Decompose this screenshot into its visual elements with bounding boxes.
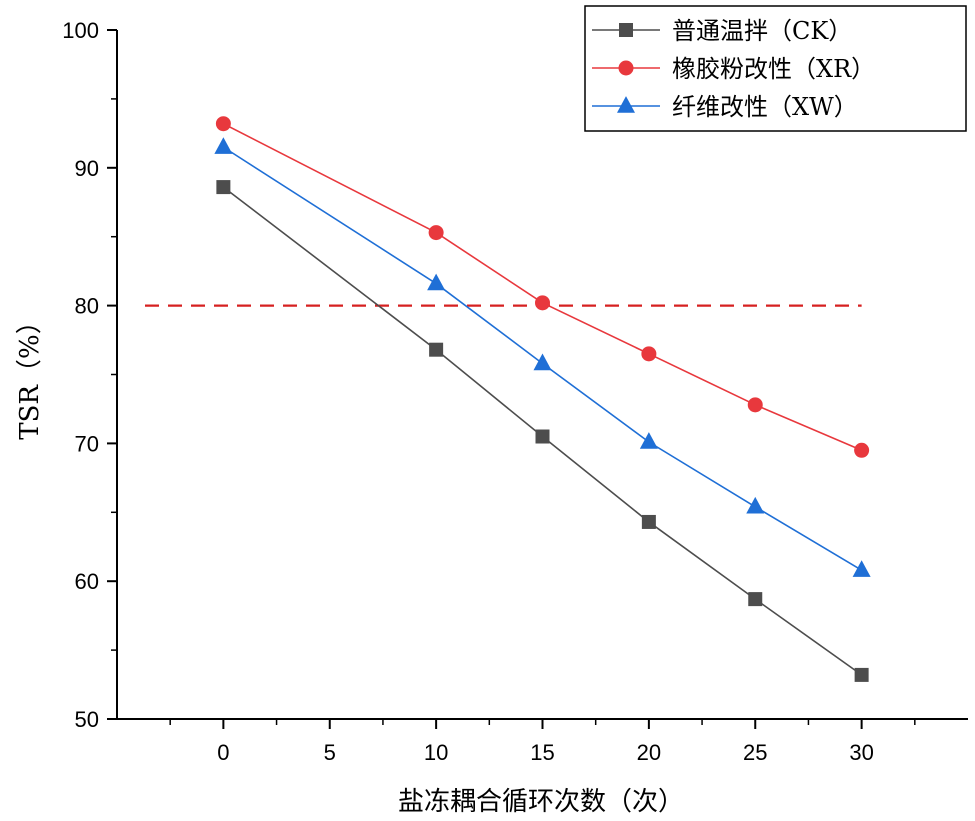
data-point (428, 225, 444, 241)
y-axis-title: TSR（%） (15, 308, 45, 439)
legend-marker (619, 23, 633, 37)
x-tick-label: 5 (324, 740, 336, 765)
legend-label: 纤维改性（XW） (672, 93, 858, 121)
x-tick-label: 10 (424, 740, 448, 765)
series-layer (214, 116, 871, 682)
data-point (216, 180, 231, 195)
data-point (748, 592, 763, 607)
data-point (535, 295, 550, 311)
data-point (639, 432, 658, 449)
y-tick-label: 50 (75, 707, 99, 732)
x-tick-label: 30 (849, 740, 873, 765)
legend-label: 橡胶粉改性（XR） (672, 55, 875, 83)
x-tick-label: 15 (530, 740, 554, 765)
legend: 普通温拌（CK） 橡胶粉改性（XR） 纤维改性（XW） (584, 5, 967, 132)
y-tick-label: 60 (75, 569, 99, 594)
x-axis-ticks: 0 5 10 15 20 25 30 (169, 719, 916, 765)
legend-item: 纤维改性（XW） (592, 93, 858, 121)
data-point (641, 346, 657, 362)
legend-marker (618, 60, 634, 76)
data-point (214, 137, 233, 154)
y-axis-ticks: 50 60 70 80 90 100 (62, 18, 117, 732)
data-point (533, 353, 552, 371)
legend-marker (617, 96, 635, 113)
data-point (215, 116, 231, 132)
series-line (222, 146, 863, 571)
data-point (429, 342, 444, 357)
series-2 (215, 116, 870, 458)
x-axis-title: 盐冻耦合循环次数（次） (398, 787, 684, 817)
series-3 (214, 137, 871, 577)
data-point (641, 514, 656, 529)
data-point (535, 429, 550, 444)
y-tick-label: 80 (75, 294, 99, 319)
data-point (427, 273, 446, 291)
series-1 (216, 180, 869, 682)
legend-item: 橡胶粉改性（XR） (592, 55, 875, 83)
legend-item: 普通温拌（CK） (592, 17, 852, 45)
y-tick-label: 90 (75, 156, 99, 181)
x-tick-label: 20 (637, 740, 661, 765)
data-point (852, 560, 871, 577)
series-line (222, 186, 863, 676)
data-point (746, 496, 765, 514)
legend-label: 普通温拌（CK） (672, 17, 852, 45)
data-point (854, 667, 869, 682)
y-tick-label: 70 (75, 431, 99, 456)
data-point (747, 397, 763, 413)
series-line (223, 122, 862, 452)
data-point (854, 442, 870, 458)
x-tick-label: 0 (217, 740, 229, 765)
y-tick-label: 100 (62, 18, 99, 43)
x-tick-label: 25 (743, 740, 767, 765)
